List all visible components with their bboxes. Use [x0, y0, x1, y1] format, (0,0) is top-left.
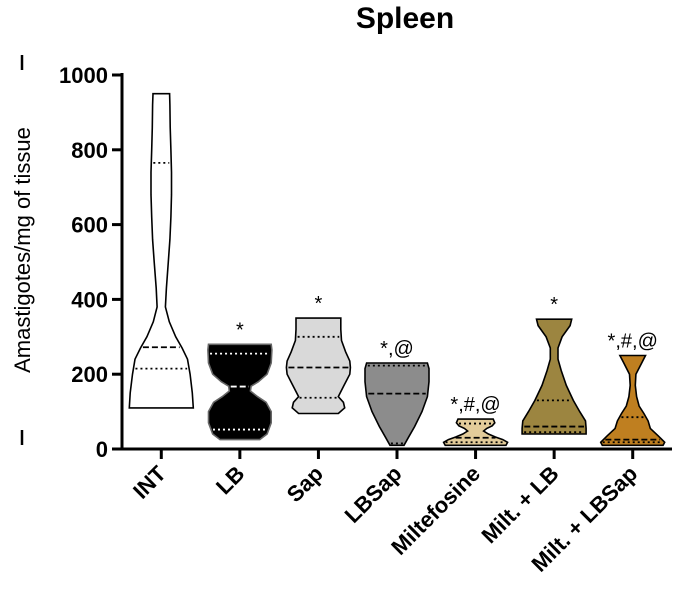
significance-annotation: * [315, 293, 323, 315]
significance-annotation: * [236, 319, 244, 341]
violin-5 [521, 318, 587, 435]
chart-title: Spleen [356, 2, 454, 35]
y-tick-label: 800 [71, 138, 108, 163]
significance-annotation: * [550, 294, 558, 316]
y-tick-label: 600 [71, 213, 108, 238]
violin-0 [128, 92, 195, 409]
violin-4 [442, 418, 509, 447]
violin-2 [285, 317, 352, 415]
y-ticks: 0 200 400 600 800 1000 [59, 63, 122, 462]
violin-3 [364, 362, 430, 447]
y-tick-label: 1000 [59, 63, 108, 88]
violins: * * *,@ *,#,@ * *,#,@ [128, 92, 666, 447]
y-tick-label: 400 [71, 287, 108, 312]
violin-1 [207, 343, 273, 441]
x-tick-label: LB [211, 461, 249, 499]
x-tick-label: LBSap [340, 461, 407, 528]
y-axis-label-group: Amastigotes/mg of tissue [10, 55, 35, 445]
y-tick-label: 200 [71, 362, 108, 387]
significance-annotation: *,#,@ [608, 331, 658, 353]
significance-annotation: *,#,@ [450, 394, 500, 416]
x-tick-label: Sap [282, 461, 328, 507]
significance-annotation: *,@ [380, 338, 414, 360]
x-tick-label: INT [128, 460, 171, 503]
y-tick-label: 0 [96, 437, 108, 462]
y-axis-label: Amastigotes/mg of tissue [10, 127, 35, 373]
violin-6 [599, 354, 666, 447]
